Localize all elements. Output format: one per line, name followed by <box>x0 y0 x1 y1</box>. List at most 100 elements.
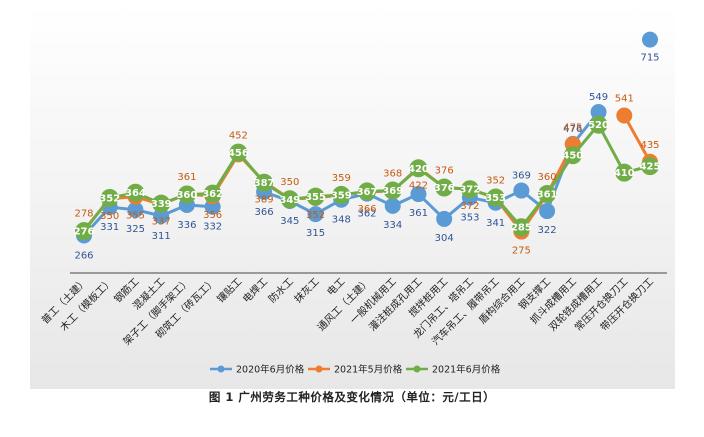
data-label-2021-06: 364 <box>125 188 146 199</box>
data-label-2021-06: 425 <box>640 162 661 173</box>
data-label-2020: 322 <box>538 225 557 236</box>
series-1-point <box>127 201 144 218</box>
series-2-line <box>622 114 652 163</box>
data-label-2021-06: 410 <box>614 168 635 179</box>
data-label-2021-05: 368 <box>383 169 402 180</box>
data-label-2020: 362 <box>357 209 376 220</box>
series-3-point <box>177 185 196 204</box>
data-label-2021-05: 475 <box>563 122 582 133</box>
data-label-2021-05: 361 <box>177 172 196 183</box>
data-label-2021-05: 278 <box>74 208 93 219</box>
figure-caption: 图 1 广州劳务工种价格及变化情况（单位：元/工日） <box>208 390 496 404</box>
data-label-2021-06: 359 <box>331 190 352 201</box>
data-label-2020: 353 <box>460 213 479 224</box>
series-3-point <box>486 188 505 207</box>
data-label-2021-05: 359 <box>332 173 351 184</box>
series-1-point <box>436 210 453 227</box>
series-3-point <box>255 173 274 192</box>
legend-marker-2 <box>315 365 323 373</box>
series-3-point <box>75 222 93 241</box>
series-3-point <box>512 218 531 237</box>
data-label-2021-05: 360 <box>538 172 557 183</box>
series-1-point <box>307 206 324 223</box>
data-label-2020: 325 <box>126 224 145 235</box>
data-label-2021-05: 337 <box>152 217 171 228</box>
series-3-point <box>435 178 454 197</box>
data-label-2020: 336 <box>177 220 196 231</box>
data-label-2021-06: 355 <box>305 192 326 203</box>
data-label-2021-06: 387 <box>254 178 275 189</box>
data-label-2020: 369 <box>512 171 531 182</box>
data-label-2021-06: 360 <box>176 190 197 201</box>
data-label-2021-06: 352 <box>99 193 120 204</box>
series-1-point <box>153 207 170 224</box>
series-1-point <box>410 186 427 203</box>
data-label-2021-05: 541 <box>615 94 634 105</box>
series-3-point <box>383 181 402 200</box>
data-label-2020: 266 <box>74 250 93 261</box>
data-label-2021-05: 435 <box>640 140 659 151</box>
series-3 <box>75 115 659 241</box>
data-label-2021-06: 420 <box>408 164 429 175</box>
data-label-2021-05: 366 <box>357 204 376 215</box>
series-3-point <box>152 194 171 213</box>
series-3-point <box>589 115 608 134</box>
data-label-2021-06: 362 <box>202 189 223 200</box>
series-layer <box>75 31 659 244</box>
series-3-point <box>615 163 634 182</box>
data-label-2020: 311 <box>152 231 171 242</box>
data-label-2021-06: 367 <box>357 187 378 198</box>
series-3-point <box>126 183 145 202</box>
data-label-2021-05: 350 <box>100 211 119 222</box>
series-3-point <box>100 188 119 207</box>
data-label-2020: 549 <box>589 92 608 103</box>
legend-label: 2021年6月价格 <box>432 364 501 376</box>
legend-marker-1 <box>217 365 225 373</box>
data-label-2020: 334 <box>383 220 402 231</box>
series-1-point <box>590 104 607 121</box>
data-label-2020: 341 <box>486 218 505 229</box>
legend-label: 2020年6月价格 <box>236 364 305 376</box>
data-label-2020: 366 <box>255 207 274 218</box>
data-label-2020: 476 <box>563 124 582 135</box>
data-label-2021-06: 369 <box>382 186 403 197</box>
data-label-2021-05: 352 <box>306 210 325 221</box>
data-label-2020: 315 <box>306 228 325 239</box>
data-label-2021-06: 372 <box>459 185 480 196</box>
legend-marker-3 <box>413 365 421 373</box>
series-3-point <box>460 180 479 199</box>
data-label-2021-06: 456 <box>228 148 249 159</box>
data-label-2021-05: 275 <box>512 246 531 257</box>
legend-label: 2021年5月价格 <box>334 364 403 376</box>
series-3-point <box>332 185 351 204</box>
series-3-point <box>641 157 659 176</box>
series-3-point <box>358 182 376 201</box>
data-label-2021-05: 352 <box>486 176 505 187</box>
data-label-2021-06: 520 <box>588 120 609 131</box>
series-1-point <box>384 197 401 214</box>
data-label-2020: 304 <box>435 233 454 244</box>
series-3-point <box>538 185 557 204</box>
data-label-2020: 715 <box>640 53 659 64</box>
data-label-2021-06: 450 <box>562 151 583 162</box>
series-3-point <box>306 187 325 206</box>
series-3-point <box>409 159 428 178</box>
data-label-2021-05: 356 <box>203 210 222 221</box>
data-label-2020: 348 <box>332 215 351 226</box>
data-label-2021-05: 389 <box>255 195 274 206</box>
series-3-point <box>203 184 222 203</box>
data-label-2020: 345 <box>280 216 299 227</box>
series-1-point <box>539 203 556 220</box>
data-label-2020: 361 <box>409 208 428 219</box>
data-label-2021-06: 353 <box>485 193 506 204</box>
data-label-2021-05: 452 <box>229 131 248 142</box>
data-label-2021-06: 285 <box>511 223 532 234</box>
data-label-2021-06: 361 <box>537 190 558 201</box>
data-label-2021-05: 355 <box>126 211 145 222</box>
series-3-point <box>280 190 299 209</box>
data-label-2021-06: 276 <box>74 227 95 238</box>
legend: 2020年6月价格 2021年5月价格 2021年6月价格 <box>210 364 501 376</box>
data-label-2021-05: 376 <box>435 166 454 177</box>
